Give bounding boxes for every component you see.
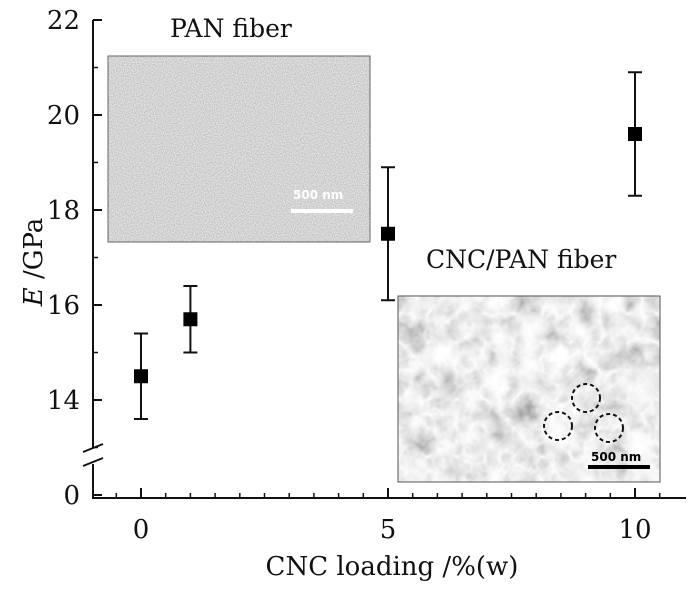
data-point-group xyxy=(134,332,148,420)
y-tick-label: 0 xyxy=(63,481,80,511)
data-point xyxy=(628,127,642,141)
data-series xyxy=(134,71,642,420)
inset-cnc-pan-fiber: CNC/PAN fiber 500 nm xyxy=(397,245,661,483)
inset-pan-title: PAN fiber xyxy=(170,14,292,43)
data-point xyxy=(134,369,148,384)
pan-scale-label: 500 nm xyxy=(293,188,343,202)
y-tick-label: 20 xyxy=(47,101,80,131)
cnc-marker-circle xyxy=(571,383,601,413)
cnc-pan-scale-label: 500 nm xyxy=(591,450,641,464)
data-point xyxy=(381,226,395,241)
pan-sem-image xyxy=(108,56,370,242)
y-tick-label: 14 xyxy=(47,386,80,416)
cnc-marker-circle xyxy=(594,413,624,443)
y-ticks: 0 14 16 18 20 22 xyxy=(47,6,102,511)
y-tick-label: 22 xyxy=(47,6,80,36)
x-tick-label: 10 xyxy=(618,515,651,545)
y-axis-title-unit: /GPa xyxy=(19,218,49,288)
inset-pan-fiber: PAN fiber 500 nm xyxy=(107,14,371,243)
data-point-group xyxy=(183,285,198,354)
axes xyxy=(82,20,686,499)
x-ticks: 0 5 10 xyxy=(115,488,661,545)
x-tick-label: 0 xyxy=(133,515,150,545)
x-tick-label: 5 xyxy=(380,515,397,545)
data-point xyxy=(183,312,198,327)
y-tick-label: 16 xyxy=(47,291,80,321)
cnc-pan-sem-image xyxy=(398,296,660,482)
cnc-marker-circle xyxy=(543,411,573,441)
data-point-group xyxy=(381,166,395,302)
y-axis-title: E /GPa xyxy=(19,218,49,308)
x-axis-title: CNC loading /%(w) xyxy=(266,552,519,582)
y-tick-label: 18 xyxy=(47,196,80,226)
y-axis-title-italic: E xyxy=(19,287,49,307)
data-point-group xyxy=(628,71,642,197)
inset-cnc-pan-title: CNC/PAN fiber xyxy=(426,245,616,274)
